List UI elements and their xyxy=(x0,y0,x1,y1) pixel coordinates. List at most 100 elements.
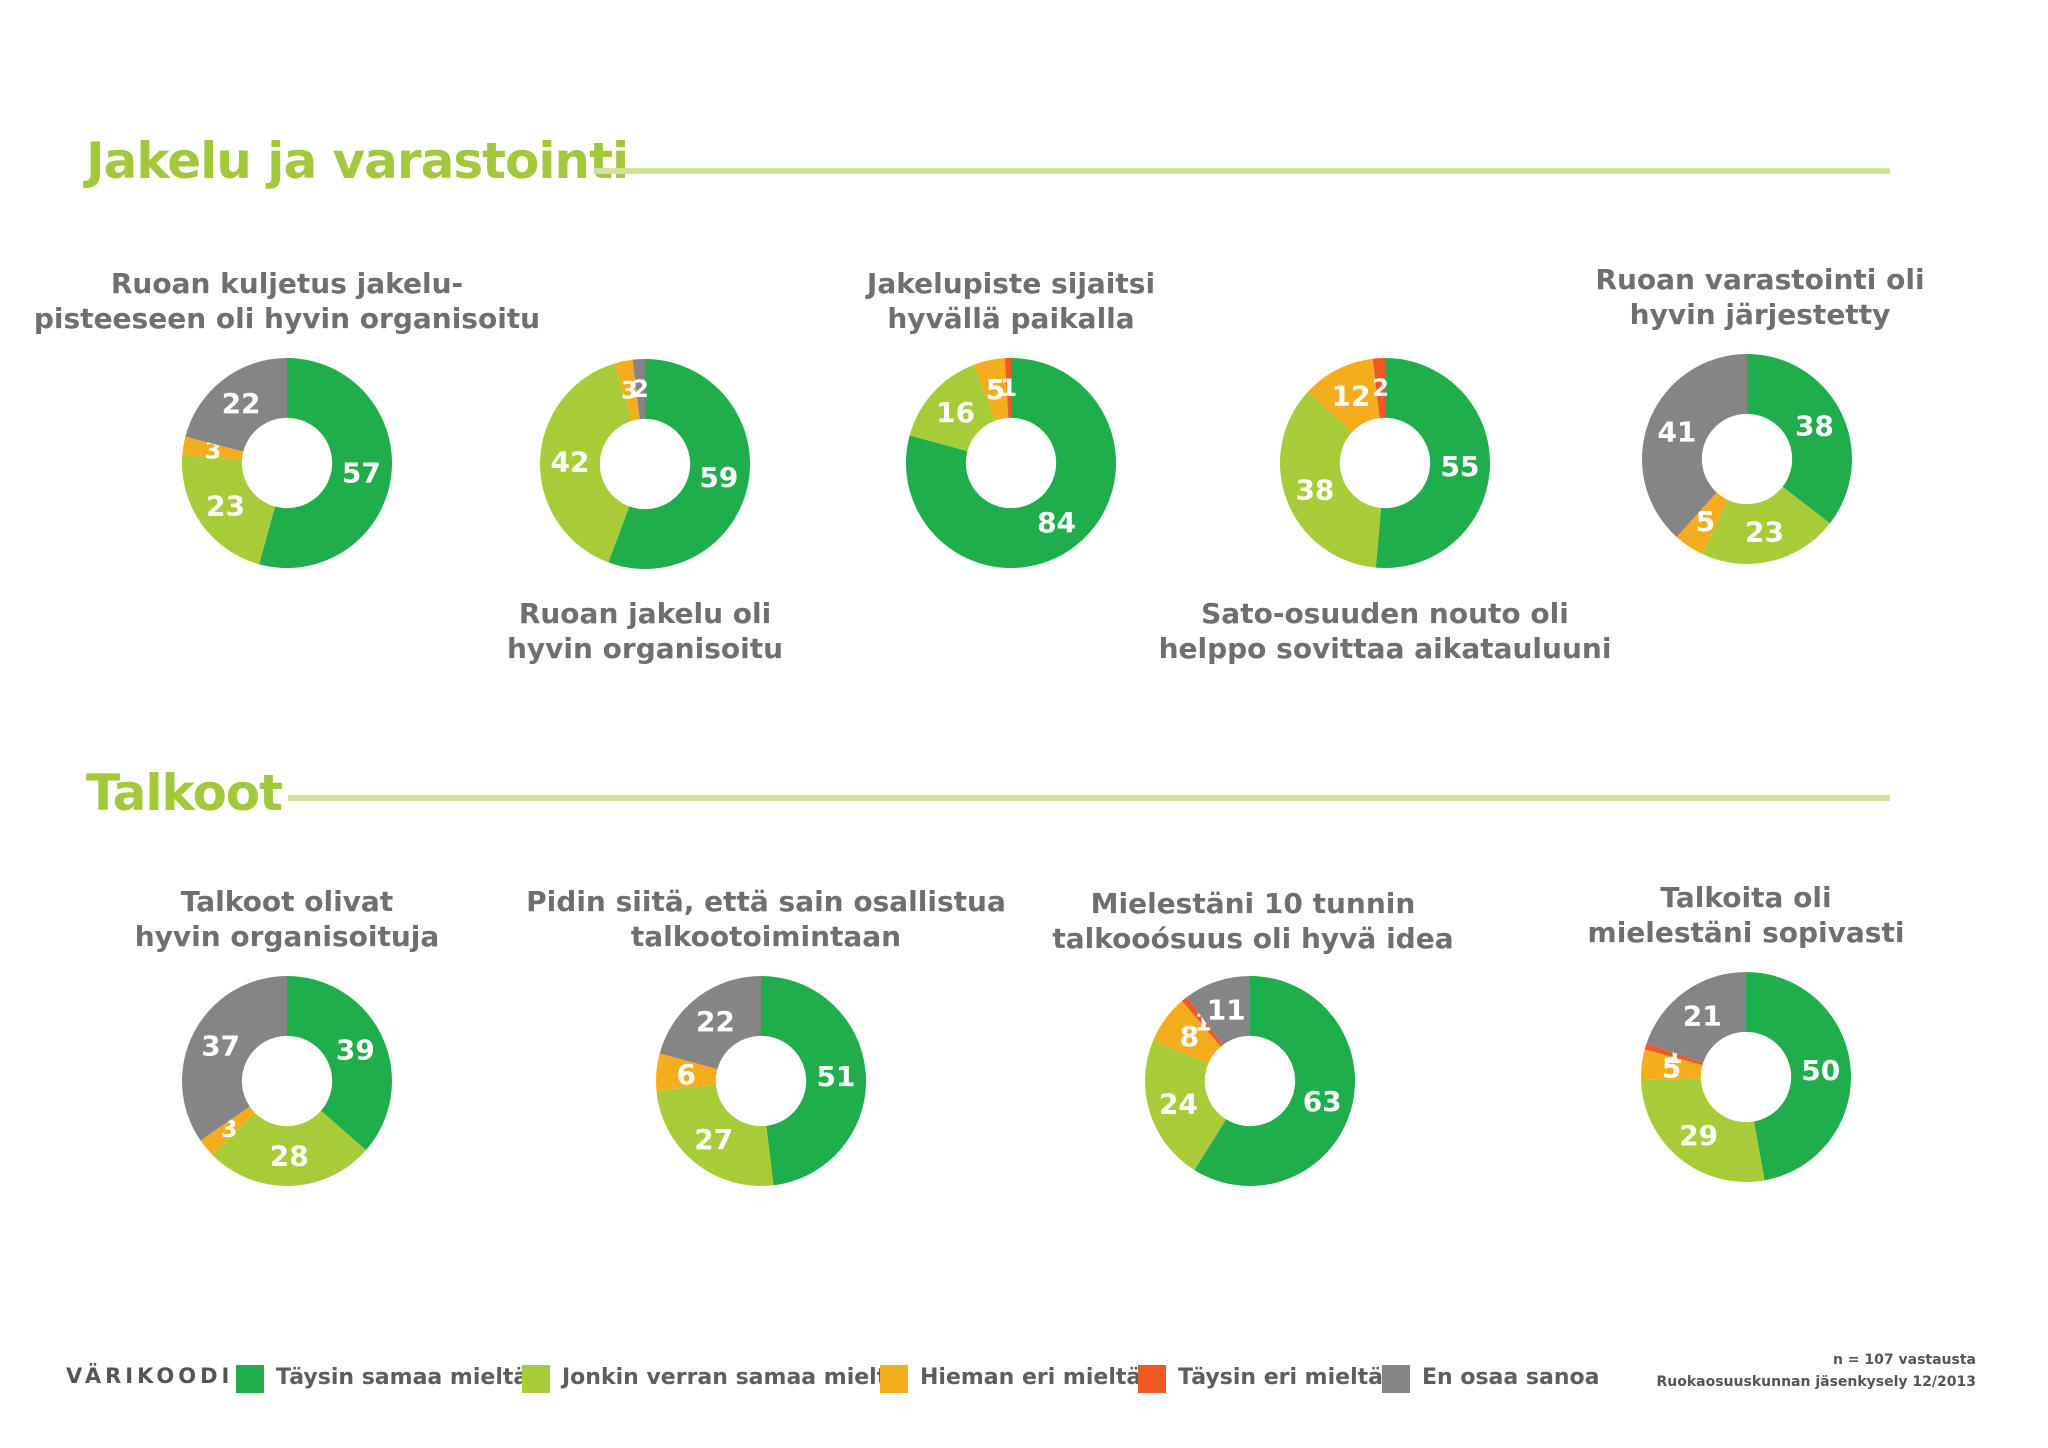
donut-value-label: 51 xyxy=(816,1060,855,1093)
chart-title-1: Ruoan jakelu oli hyvin organisoitu xyxy=(385,596,905,666)
chart-title-8: Talkoita oli mielestäni sopivasti xyxy=(1486,880,2006,950)
legend-label: Hieman eri mieltä xyxy=(920,1365,1142,1390)
chart-title-8-line-1: Talkoita oli xyxy=(1660,881,1832,914)
chart-title-5-line-1: Talkoot olivat xyxy=(180,885,394,918)
donut-segment-taysin-samaa xyxy=(906,358,1116,568)
donut-segment-hieman-eri xyxy=(200,1106,255,1155)
donut-value-label: 8 xyxy=(1180,1020,1199,1053)
donut-value-label: 29 xyxy=(1679,1119,1718,1152)
donut-value-label: 12 xyxy=(1332,380,1371,413)
section-divider-jakelu xyxy=(594,168,1890,174)
legend-swatch xyxy=(522,1365,550,1393)
donut-chart-4: 38 23 5 41 xyxy=(1642,354,1852,564)
donut-segment-hieman-eri xyxy=(182,436,244,460)
donut-segment-hieman-eri xyxy=(1676,492,1728,554)
chart-title-0: Ruoan kuljetus jakelu- pisteeseen oli hy… xyxy=(27,266,547,336)
legend-swatch xyxy=(1138,1365,1166,1393)
chart-title-7-line-2: talkooósuus oli hyvä idea xyxy=(1052,922,1454,955)
donut-value-label: 55 xyxy=(1441,450,1480,483)
donut-segment-hieman-eri xyxy=(1153,1001,1221,1064)
donut-value-label: 27 xyxy=(694,1123,733,1156)
donut-segment-taysin-eri xyxy=(1644,1043,1704,1066)
chart-title-1-line-2: hyvin organisoitu xyxy=(506,632,784,665)
donut-value-label: 1 xyxy=(1000,374,1017,402)
section-divider-talkoot xyxy=(288,795,1890,801)
donut-segment-en-osaa xyxy=(185,358,287,452)
donut-segment-jonkin-verran xyxy=(656,1085,774,1186)
donut-value-label: 22 xyxy=(222,387,261,420)
legend-swatch xyxy=(1382,1365,1410,1393)
donut-segment-taysin-eri xyxy=(1372,358,1385,419)
donut-value-label: 23 xyxy=(206,490,245,523)
donut-segment-en-osaa xyxy=(659,976,761,1070)
donut-segment-taysin-eri xyxy=(1181,997,1223,1047)
donut-segment-en-osaa xyxy=(1642,354,1747,537)
chart-title-7-line-1: Mielestäni 10 tunnin xyxy=(1090,887,1416,920)
donut-segment-jonkin-verran xyxy=(909,364,996,452)
chart-title-0-line-2: pisteeseen oli hyvin organisoitu xyxy=(33,302,541,335)
donut-segment-hieman-eri xyxy=(656,1053,718,1091)
donut-value-label: 28 xyxy=(270,1140,309,1173)
donut-segment-jonkin-verran xyxy=(1280,391,1382,568)
donut-chart-3: 55 38 12 2 xyxy=(1280,358,1490,568)
donut-segment-hieman-eri xyxy=(1641,1049,1703,1081)
donut-value-label: 37 xyxy=(201,1030,240,1063)
donut-value-label: 41 xyxy=(1657,416,1696,449)
chart-title-4: Ruoan varastointi oli hyvin järjestetty xyxy=(1500,262,2020,332)
donut-value-label: 50 xyxy=(1801,1054,1840,1087)
donut-chart-2: 84 16 51 xyxy=(906,358,1116,568)
donut-segment-jonkin-verran xyxy=(1641,1078,1765,1182)
legend-swatch xyxy=(236,1365,264,1393)
section-title-talkoot: Talkoot xyxy=(86,764,283,822)
donut-segment-taysin-samaa xyxy=(1375,358,1490,568)
donut-value-label: 11 xyxy=(1207,993,1246,1026)
donut-segment-taysin-samaa xyxy=(761,976,866,1186)
section-title-jakelu: Jakelu ja varastointi xyxy=(86,132,629,190)
chart-title-5: Talkoot olivat hyvin organisoituja xyxy=(27,884,547,954)
donut-segment-taysin-samaa xyxy=(1747,354,1852,524)
donut-value-label: 57 xyxy=(342,457,381,490)
donut-value-label: 2 xyxy=(632,375,649,403)
legend-heading: VÄRIKOODI xyxy=(66,1364,234,1388)
chart-title-2-line-1: Jakelupiste sijaitsi xyxy=(866,267,1156,300)
donut-segment-jonkin-verran xyxy=(540,363,632,563)
donut-chart-6: 51 27 622 xyxy=(656,976,866,1186)
chart-title-5-line-2: hyvin organisoituja xyxy=(134,920,440,953)
donut-value-label: 5 xyxy=(1662,1052,1681,1085)
donut-value-label: 42 xyxy=(550,445,589,478)
donut-value-label: 16 xyxy=(936,396,975,429)
donut-value-label: 3 xyxy=(621,377,638,405)
chart-title-6-line-2: talkootoimintaan xyxy=(630,920,902,953)
chart-title-4-line-2: hyvin järjestetty xyxy=(1629,298,1891,331)
donut-value-label: 5 xyxy=(1696,505,1715,538)
donut-value-label: 63 xyxy=(1303,1085,1342,1118)
legend-label: Jonkin verran samaa mieltä xyxy=(562,1365,903,1390)
donut-value-label: 21 xyxy=(1683,1000,1722,1033)
donut-segment-hieman-eri xyxy=(974,358,1009,421)
donut-segment-taysin-samaa xyxy=(1746,972,1851,1181)
donut-segment-en-osaa xyxy=(182,976,287,1141)
donut-value-label: 6 xyxy=(676,1058,695,1091)
donut-value-label: 24 xyxy=(1159,1087,1198,1120)
footnote-source: Ruokaosuuskunnan jäsenkysely 12/2013 xyxy=(1656,1374,1976,1390)
donut-value-label: 59 xyxy=(699,461,738,494)
donut-segment-taysin-samaa xyxy=(259,358,392,568)
donut-value-label: 38 xyxy=(1295,473,1334,506)
donut-segment-taysin-samaa xyxy=(608,359,750,569)
donut-segment-taysin-eri xyxy=(1004,358,1011,418)
footnote-sample-size: n = 107 vastausta xyxy=(1832,1352,1976,1368)
chart-title-2-line-2: hyvällä paikalla xyxy=(887,302,1135,335)
donut-value-label: 5 xyxy=(986,373,1005,406)
donut-value-label: 39 xyxy=(336,1033,375,1066)
chart-title-0-line-1: Ruoan kuljetus jakelu- xyxy=(110,267,464,300)
chart-title-4-line-1: Ruoan varastointi oli xyxy=(1595,263,1925,296)
donut-value-label: 2 xyxy=(1372,374,1389,402)
chart-title-8-line-2: mielestäni sopivasti xyxy=(1587,916,1905,949)
donut-segment-jonkin-verran xyxy=(1145,1040,1227,1171)
chart-title-3-line-1: Sato-osuuden nouto oli xyxy=(1201,597,1569,630)
legend-swatch xyxy=(880,1365,908,1393)
chart-title-6: Pidin siitä, että sain osallistua talkoo… xyxy=(506,884,1026,954)
